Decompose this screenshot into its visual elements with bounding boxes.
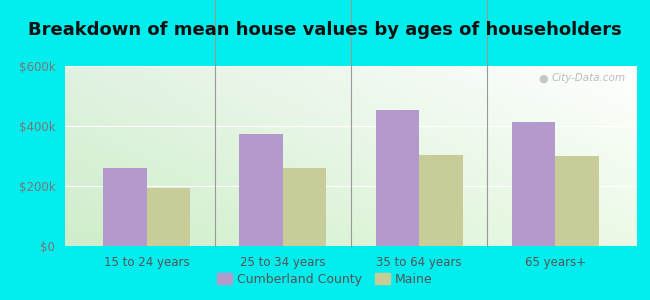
Bar: [103, 168, 147, 246]
Bar: [147, 188, 190, 246]
Bar: [283, 168, 326, 246]
Bar: [419, 154, 463, 246]
Legend: Cumberland County, Maine: Cumberland County, Maine: [213, 268, 437, 291]
Bar: [512, 122, 555, 246]
Bar: [239, 134, 283, 246]
Bar: [376, 110, 419, 246]
Text: Breakdown of mean house values by ages of householders: Breakdown of mean house values by ages o…: [28, 21, 622, 39]
Text: City-Data.com: City-Data.com: [551, 73, 625, 83]
Text: ●: ●: [539, 73, 549, 83]
Bar: [555, 156, 599, 246]
